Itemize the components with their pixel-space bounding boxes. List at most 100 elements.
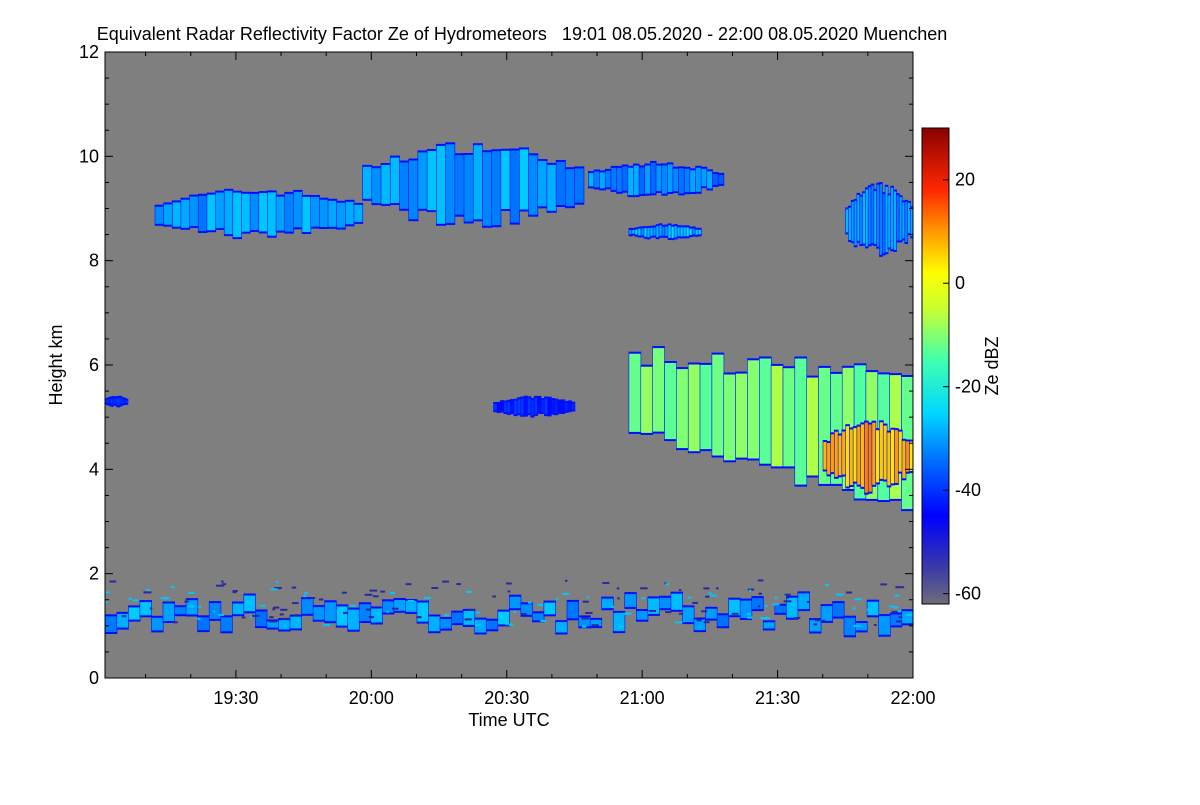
echo-speck [905, 614, 913, 616]
echo-cell [891, 187, 894, 250]
echo-cell [659, 225, 662, 236]
echo-cell [647, 228, 650, 238]
echo-cell [665, 226, 668, 236]
echo-cell [544, 602, 556, 615]
echo-speck [232, 590, 238, 592]
echo-cell [798, 593, 810, 610]
colorbar-tick-label: -60 [955, 584, 981, 604]
echo-cell [645, 165, 651, 194]
echo-cell [700, 364, 712, 450]
echo-cell [879, 184, 883, 255]
echo-speck [873, 624, 877, 626]
echo-cell [198, 195, 207, 231]
echo-cell [641, 366, 653, 433]
echo-speck [284, 625, 287, 628]
echo-region-altostratus-core [822, 420, 913, 495]
echo-speck [280, 608, 288, 611]
echo-speck [898, 616, 903, 619]
echo-speck [132, 599, 139, 602]
echo-cell [625, 594, 637, 607]
echo-speck [216, 584, 224, 587]
x-axis: 19:30 20:00 20:30 21:00 21:30 22:00 [145, 52, 936, 708]
echo-cell [510, 401, 514, 413]
echo-speck [341, 591, 347, 594]
echo-speck [749, 589, 752, 592]
echo-speck [218, 613, 225, 616]
echo-speck [703, 621, 710, 624]
echo-speck [343, 611, 348, 614]
echo-cell [853, 428, 857, 482]
echo-speck [373, 595, 379, 598]
echo-speck [272, 608, 276, 611]
echo-cell [673, 168, 679, 192]
echo-cell [664, 363, 677, 440]
echo-cell [638, 228, 641, 236]
echo-cell [888, 195, 891, 248]
echo-speck [269, 616, 274, 619]
echo-region-mid-level-patch-center [493, 395, 576, 418]
echo-cell [821, 606, 833, 621]
echo-speck [513, 610, 516, 613]
echo-cell [771, 365, 783, 467]
chart-title: Equivalent Radar Reflectivity Factor Ze … [97, 24, 948, 44]
echo-cell [908, 202, 911, 234]
echo-cell [197, 617, 209, 631]
echo-cell [860, 196, 863, 245]
echo-cell [541, 400, 545, 412]
x-tick-label: 21:30 [755, 688, 800, 708]
echo-region-cirrus-fragment [628, 223, 702, 241]
echo-speck [442, 580, 449, 583]
echo-region-cirrus-layer-2 [362, 142, 585, 228]
echo-cell [786, 597, 798, 618]
echo-cell [910, 208, 913, 237]
echo-cell [599, 172, 606, 189]
echo-speck [793, 616, 801, 619]
echo-cell [241, 193, 251, 232]
echo-cell [561, 401, 565, 412]
echo-cell [830, 434, 835, 473]
echo-speck [562, 593, 570, 595]
echo-cell [163, 204, 173, 225]
echo-cell [140, 602, 152, 616]
echo-cell [667, 164, 673, 192]
echo-cell [871, 185, 874, 244]
echo-speck [581, 617, 589, 620]
echo-cell [690, 170, 696, 192]
echo-cell [233, 192, 242, 238]
echo-cell [578, 617, 590, 627]
echo-cell [336, 202, 346, 228]
echo-speck [279, 613, 284, 616]
echo-speck [340, 622, 344, 625]
echo-cell [302, 196, 311, 232]
echo-speck [846, 591, 852, 594]
echo-cell [501, 150, 510, 209]
x-tick-label: 20:00 [349, 688, 394, 708]
echo-cell [674, 226, 677, 238]
echo-cell [682, 607, 694, 623]
colorbar-tick-label: 20 [955, 170, 975, 190]
echo-cell [382, 601, 394, 613]
echo-cell [473, 145, 483, 220]
echo-speck [880, 583, 887, 586]
echo-cell [509, 596, 521, 609]
echo-cell [556, 162, 566, 205]
echo-cell [905, 201, 908, 242]
echo-cell [224, 190, 233, 235]
echo-cell [105, 616, 117, 632]
echo-cell [394, 600, 406, 611]
echo-cell [628, 167, 634, 196]
echo-speck [188, 591, 196, 594]
echo-cell [851, 201, 854, 242]
echo-cell [504, 402, 507, 412]
echo-cell [445, 144, 455, 223]
echo-cell [707, 171, 713, 189]
echo-speck [565, 579, 568, 582]
echo-cell [207, 194, 216, 231]
echo-speck [708, 592, 712, 595]
echo-cell [521, 604, 533, 615]
echo-cell [818, 367, 831, 484]
echo-cell [639, 167, 645, 194]
echo-speck [424, 597, 431, 600]
echo-speck [475, 611, 481, 614]
colorbar-label: Ze dBZ [982, 336, 1002, 395]
